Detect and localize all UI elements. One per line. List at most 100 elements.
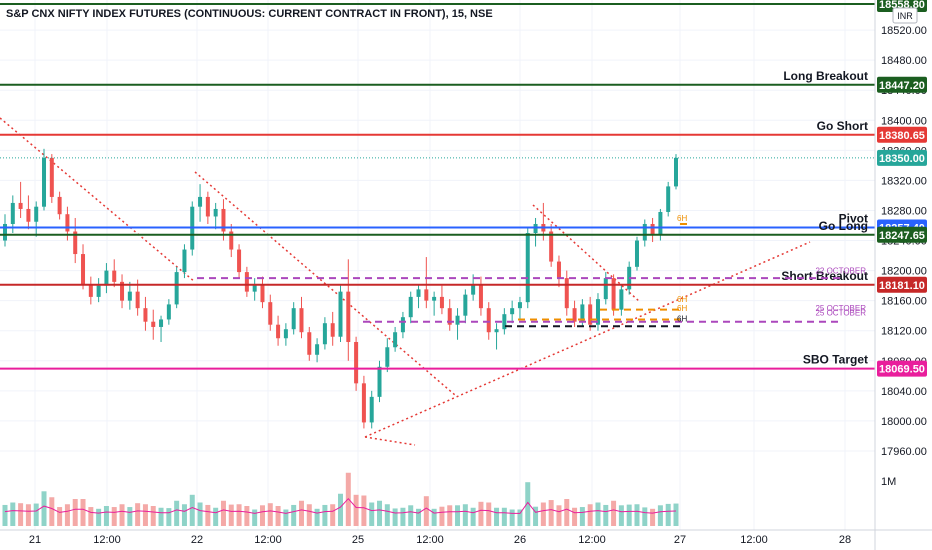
candle-body xyxy=(377,366,382,397)
volume-ma-line xyxy=(4,497,677,514)
candle-body xyxy=(307,332,312,355)
candle-body xyxy=(166,304,171,320)
time-axis[interactable]: 21 12:00 22 12:00 25 12:00 26 12:00 27 12:00 28 xyxy=(29,534,851,546)
candle-body xyxy=(315,344,320,355)
level-label: Short Breakout xyxy=(781,269,868,283)
candle-body xyxy=(580,304,585,322)
candle-body xyxy=(330,323,335,337)
candle-body xyxy=(674,157,678,187)
level-label: Pivot xyxy=(839,211,868,225)
annotation-label: 6H xyxy=(677,214,687,223)
volume-bar xyxy=(338,493,343,526)
candle-body xyxy=(159,319,164,327)
candle-body xyxy=(96,285,101,297)
volume-bar xyxy=(634,504,640,526)
price-tick-label: 18120.00 xyxy=(881,326,927,338)
volume-bar xyxy=(579,507,585,526)
candle-body xyxy=(588,304,593,325)
candle-body xyxy=(494,329,499,333)
volume-bar xyxy=(236,504,242,526)
time-tick-label: 25 xyxy=(352,534,364,546)
price-tick-label: 18400.00 xyxy=(881,115,927,127)
volume-bar xyxy=(657,505,663,526)
candle-body xyxy=(502,314,507,330)
level-price-text: 18447.20 xyxy=(879,80,925,92)
volume-bar xyxy=(540,502,546,526)
candle-body xyxy=(299,308,304,333)
candle-body xyxy=(369,396,374,423)
volume-bar xyxy=(572,507,578,526)
volume-bar xyxy=(384,504,390,526)
volume-bar xyxy=(462,504,468,526)
candle-body xyxy=(354,341,359,384)
candle-body xyxy=(439,296,444,309)
candle-body xyxy=(26,208,31,222)
price-axis[interactable]: 18520.0018480.0018440.0018400.0018360.00… xyxy=(881,25,927,488)
candle-body xyxy=(611,278,616,310)
time-tick-label: 12:00 xyxy=(93,534,121,546)
volume-bar xyxy=(501,507,507,526)
volume-bar xyxy=(135,503,141,526)
level-price-tag xyxy=(877,226,927,243)
volume-bar xyxy=(111,507,117,526)
candle-body xyxy=(416,289,421,297)
candle-body xyxy=(291,308,296,330)
candle-body xyxy=(213,208,218,217)
time-tick-label: 27 xyxy=(674,534,686,546)
candle-body xyxy=(486,308,491,333)
volume-bar xyxy=(291,504,297,526)
candle-body xyxy=(252,284,257,292)
volume-bar xyxy=(673,503,679,526)
volume-pane xyxy=(2,472,679,526)
volume-bar xyxy=(556,505,562,526)
price-tick-label: 18160.00 xyxy=(881,296,927,308)
volume-bar xyxy=(119,504,125,526)
candle-body xyxy=(198,196,203,207)
volume-bar xyxy=(353,494,359,526)
volume-bar xyxy=(478,501,484,526)
volume-bar xyxy=(174,500,180,526)
volume-bar xyxy=(103,506,109,526)
volume-bar xyxy=(447,505,453,526)
volume-bar xyxy=(189,494,195,526)
candle-body xyxy=(533,223,538,234)
level-price-tag xyxy=(877,276,927,293)
candle-body xyxy=(619,289,624,310)
volume-bar xyxy=(25,504,31,526)
level-label: Go Long xyxy=(819,219,868,233)
annotation-label: 6H xyxy=(677,304,687,313)
candle-body xyxy=(510,308,515,315)
currency-badge[interactable] xyxy=(892,7,918,24)
candle-body xyxy=(471,284,476,295)
volume-bar xyxy=(369,502,375,526)
annotation-label: 25 OCTOBER xyxy=(815,304,866,313)
candle-body xyxy=(447,308,452,325)
annotation-label: 6H xyxy=(677,315,687,324)
volume-bar xyxy=(431,508,437,526)
candle-body xyxy=(205,196,210,217)
candle-body xyxy=(478,284,483,309)
candle-body xyxy=(57,196,62,215)
candle-body xyxy=(595,299,600,325)
candle-body xyxy=(463,294,468,316)
volume-bar xyxy=(595,502,601,526)
volume-tick-label: 1M xyxy=(881,476,896,488)
volume-bar xyxy=(166,508,172,526)
candle-body xyxy=(385,347,390,367)
candle-body xyxy=(174,272,179,305)
candle-body xyxy=(572,308,577,322)
candle-body xyxy=(424,289,429,301)
volume-bar xyxy=(392,508,398,526)
volume-bar xyxy=(158,507,164,526)
candle-body xyxy=(603,278,608,300)
volume-bar xyxy=(252,509,258,526)
time-tick-label: 12:00 xyxy=(254,534,282,546)
price-tick-label: 18040.00 xyxy=(881,386,927,398)
level-price-tag xyxy=(877,360,927,377)
candle-body xyxy=(268,302,273,325)
candle-body xyxy=(244,272,249,292)
